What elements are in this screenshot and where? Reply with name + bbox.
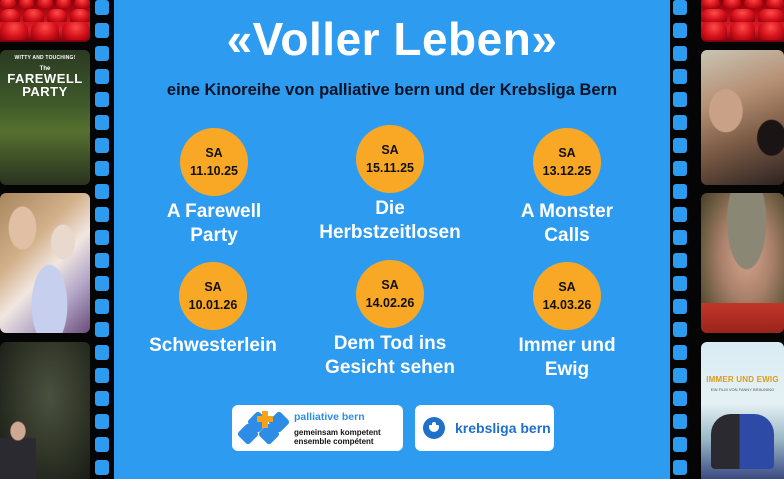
cinema-seats-image <box>0 0 90 42</box>
page-title: «Voller Leben» <box>226 13 558 65</box>
poster-subtitle: EIN FILM VON FANNY BRÄUNING <box>710 387 775 392</box>
poster-immer-und-ewig: IMMER UND EWIG EIN FILM VON FANNY BRÄUNI… <box>701 342 784 479</box>
date-badge: SA 14.02.26 <box>356 260 424 328</box>
cinema-seats-image <box>701 0 784 42</box>
film-strip-left: WITTY AND TOUCHING! The FAREWELL PARTY <box>0 0 114 479</box>
film-perforations <box>673 0 687 479</box>
film-title: A Farewell Party <box>166 201 262 246</box>
krebsliga-bern-logo[interactable]: krebsliga bern <box>415 405 554 451</box>
film-title: Schwesterlein <box>149 335 277 356</box>
poster-people <box>4 126 86 171</box>
palliative-bern-logo[interactable]: palliative bern gemeinsam kompetent ense… <box>232 405 403 451</box>
krebsliga-crown-icon <box>423 417 445 439</box>
poster-title: The FAREWELL PARTY <box>7 66 83 99</box>
poster-farewell-party: WITTY AND TOUCHING! The FAREWELL PARTY <box>0 50 90 185</box>
still-dem-tod-ins-gesicht-sehen <box>701 193 784 333</box>
date-badge: SA 13.12.25 <box>533 128 601 196</box>
film-title: Dem Tod ins Gesicht sehen <box>325 333 455 378</box>
poster-couple <box>711 414 774 469</box>
date-badge: SA 15.11.25 <box>356 125 424 193</box>
event-card[interactable]: SA 10.01.26 Schwesterlein <box>123 262 303 358</box>
still-die-herbstzeitlosen <box>701 50 784 185</box>
still-schwesterlein <box>0 193 90 333</box>
date-badge: SA 11.10.25 <box>180 128 248 196</box>
palliative-bern-name: palliative bern <box>294 410 365 423</box>
film-perforations <box>95 0 109 479</box>
date-badge: SA 10.01.26 <box>179 262 247 330</box>
poster-title: IMMER UND EWIG <box>706 375 779 384</box>
palliative-bern-mark-icon <box>236 408 292 448</box>
date-badge: SA 14.03.26 <box>533 262 601 330</box>
poster-tagline: WITTY AND TOUCHING! <box>14 55 76 61</box>
still-a-monster-calls <box>0 342 90 479</box>
page-subtitle: eine Kinoreihe von palliative bern und d… <box>166 81 618 99</box>
palliative-bern-tagline-fr: ensemble compétent <box>294 436 374 446</box>
event-card[interactable]: SA 11.10.25 A Farewell Party <box>124 128 304 248</box>
film-title: Immer und Ewig <box>518 335 616 380</box>
event-card[interactable]: SA 15.11.25 Die Herbstzeitlosen <box>300 125 480 245</box>
event-card[interactable]: SA 13.12.25 A Monster Calls <box>477 128 657 248</box>
event-card[interactable]: SA 14.02.26 Dem Tod ins Gesicht sehen <box>300 260 480 380</box>
film-title: Die Herbstzeitlosen <box>319 198 461 243</box>
event-card[interactable]: SA 14.03.26 Immer und Ewig <box>477 262 657 382</box>
film-title: A Monster Calls <box>520 201 614 246</box>
krebsliga-bern-name: krebsliga bern <box>455 420 551 436</box>
film-strip-right: IMMER UND EWIG EIN FILM VON FANNY BRÄUNI… <box>670 0 784 479</box>
palliative-bern-tagline-de: gemeinsam kompetent <box>294 427 381 437</box>
